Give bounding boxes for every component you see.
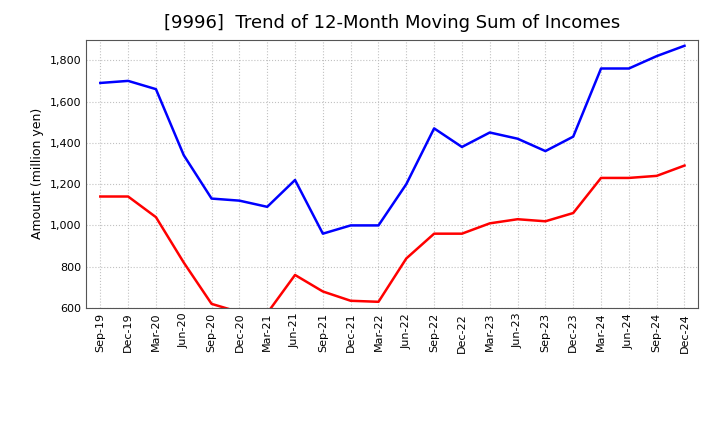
Ordinary Income	[680, 43, 689, 48]
Net Income	[513, 216, 522, 222]
Ordinary Income	[152, 87, 161, 92]
Net Income	[235, 309, 243, 315]
Ordinary Income	[346, 223, 355, 228]
Net Income	[291, 272, 300, 278]
Y-axis label: Amount (million yen): Amount (million yen)	[32, 108, 45, 239]
Ordinary Income	[179, 153, 188, 158]
Net Income	[263, 311, 271, 316]
Ordinary Income	[374, 223, 383, 228]
Line: Ordinary Income: Ordinary Income	[100, 46, 685, 234]
Net Income	[179, 260, 188, 265]
Net Income	[96, 194, 104, 199]
Net Income	[624, 175, 633, 180]
Net Income	[485, 221, 494, 226]
Net Income	[652, 173, 661, 179]
Net Income	[458, 231, 467, 236]
Ordinary Income	[124, 78, 132, 84]
Ordinary Income	[291, 177, 300, 183]
Net Income	[207, 301, 216, 307]
Ordinary Income	[624, 66, 633, 71]
Ordinary Income	[485, 130, 494, 135]
Ordinary Income	[235, 198, 243, 203]
Net Income	[152, 215, 161, 220]
Net Income	[430, 231, 438, 236]
Title: [9996]  Trend of 12-Month Moving Sum of Incomes: [9996] Trend of 12-Month Moving Sum of I…	[164, 15, 621, 33]
Ordinary Income	[207, 196, 216, 201]
Ordinary Income	[513, 136, 522, 141]
Ordinary Income	[430, 126, 438, 131]
Net Income	[541, 219, 550, 224]
Net Income	[346, 298, 355, 304]
Ordinary Income	[263, 204, 271, 209]
Ordinary Income	[597, 66, 606, 71]
Ordinary Income	[96, 81, 104, 86]
Ordinary Income	[402, 181, 410, 187]
Net Income	[124, 194, 132, 199]
Ordinary Income	[569, 134, 577, 139]
Line: Net Income: Net Income	[100, 165, 685, 313]
Ordinary Income	[541, 148, 550, 154]
Net Income	[597, 175, 606, 180]
Ordinary Income	[458, 144, 467, 150]
Ordinary Income	[652, 54, 661, 59]
Net Income	[680, 163, 689, 168]
Net Income	[569, 210, 577, 216]
Net Income	[402, 256, 410, 261]
Net Income	[374, 299, 383, 304]
Net Income	[318, 289, 327, 294]
Ordinary Income	[318, 231, 327, 236]
